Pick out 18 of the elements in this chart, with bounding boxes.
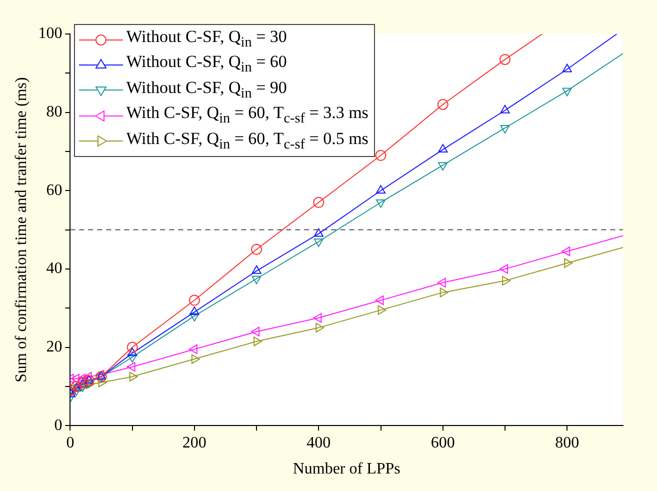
y-tick-label: 60: [46, 182, 62, 199]
x-axis-title: Number of LPPs: [292, 460, 400, 478]
y-tick-label: 80: [46, 104, 62, 121]
y-tick-label: 40: [46, 260, 62, 278]
legend-label: Without C-SF, Q$_{in}$ = 60: [126, 52, 287, 78]
legend-label: With C-SF, Q$_{in}$ = 60, T$_{c-sf}$ = 3.3 ms: [126, 103, 368, 129]
x-tick-label: 0: [66, 434, 74, 452]
y-tick-label: 0: [54, 416, 62, 434]
legend-label: Without C-SF, Q$_{in}$ = 90: [126, 78, 287, 104]
x-tick-label: 200: [182, 434, 206, 452]
legend-label: With C-SF, Q$_{in}$ = 60, T$_{c-sf}$ = 0.5 ms: [126, 128, 368, 154]
x-tick-label: 600: [430, 434, 455, 452]
legend-label: Without C-SF, Q$_{in}$ = 30: [126, 27, 287, 52]
y-tick-label: 100: [38, 25, 62, 42]
y-tick-label: 20: [46, 338, 62, 356]
x-tick-label: 400: [306, 434, 331, 452]
y-axis-title: Sum of confirmation time and tranfer time (ms): [12, 77, 30, 382]
x-tick-label: 800: [555, 434, 580, 452]
